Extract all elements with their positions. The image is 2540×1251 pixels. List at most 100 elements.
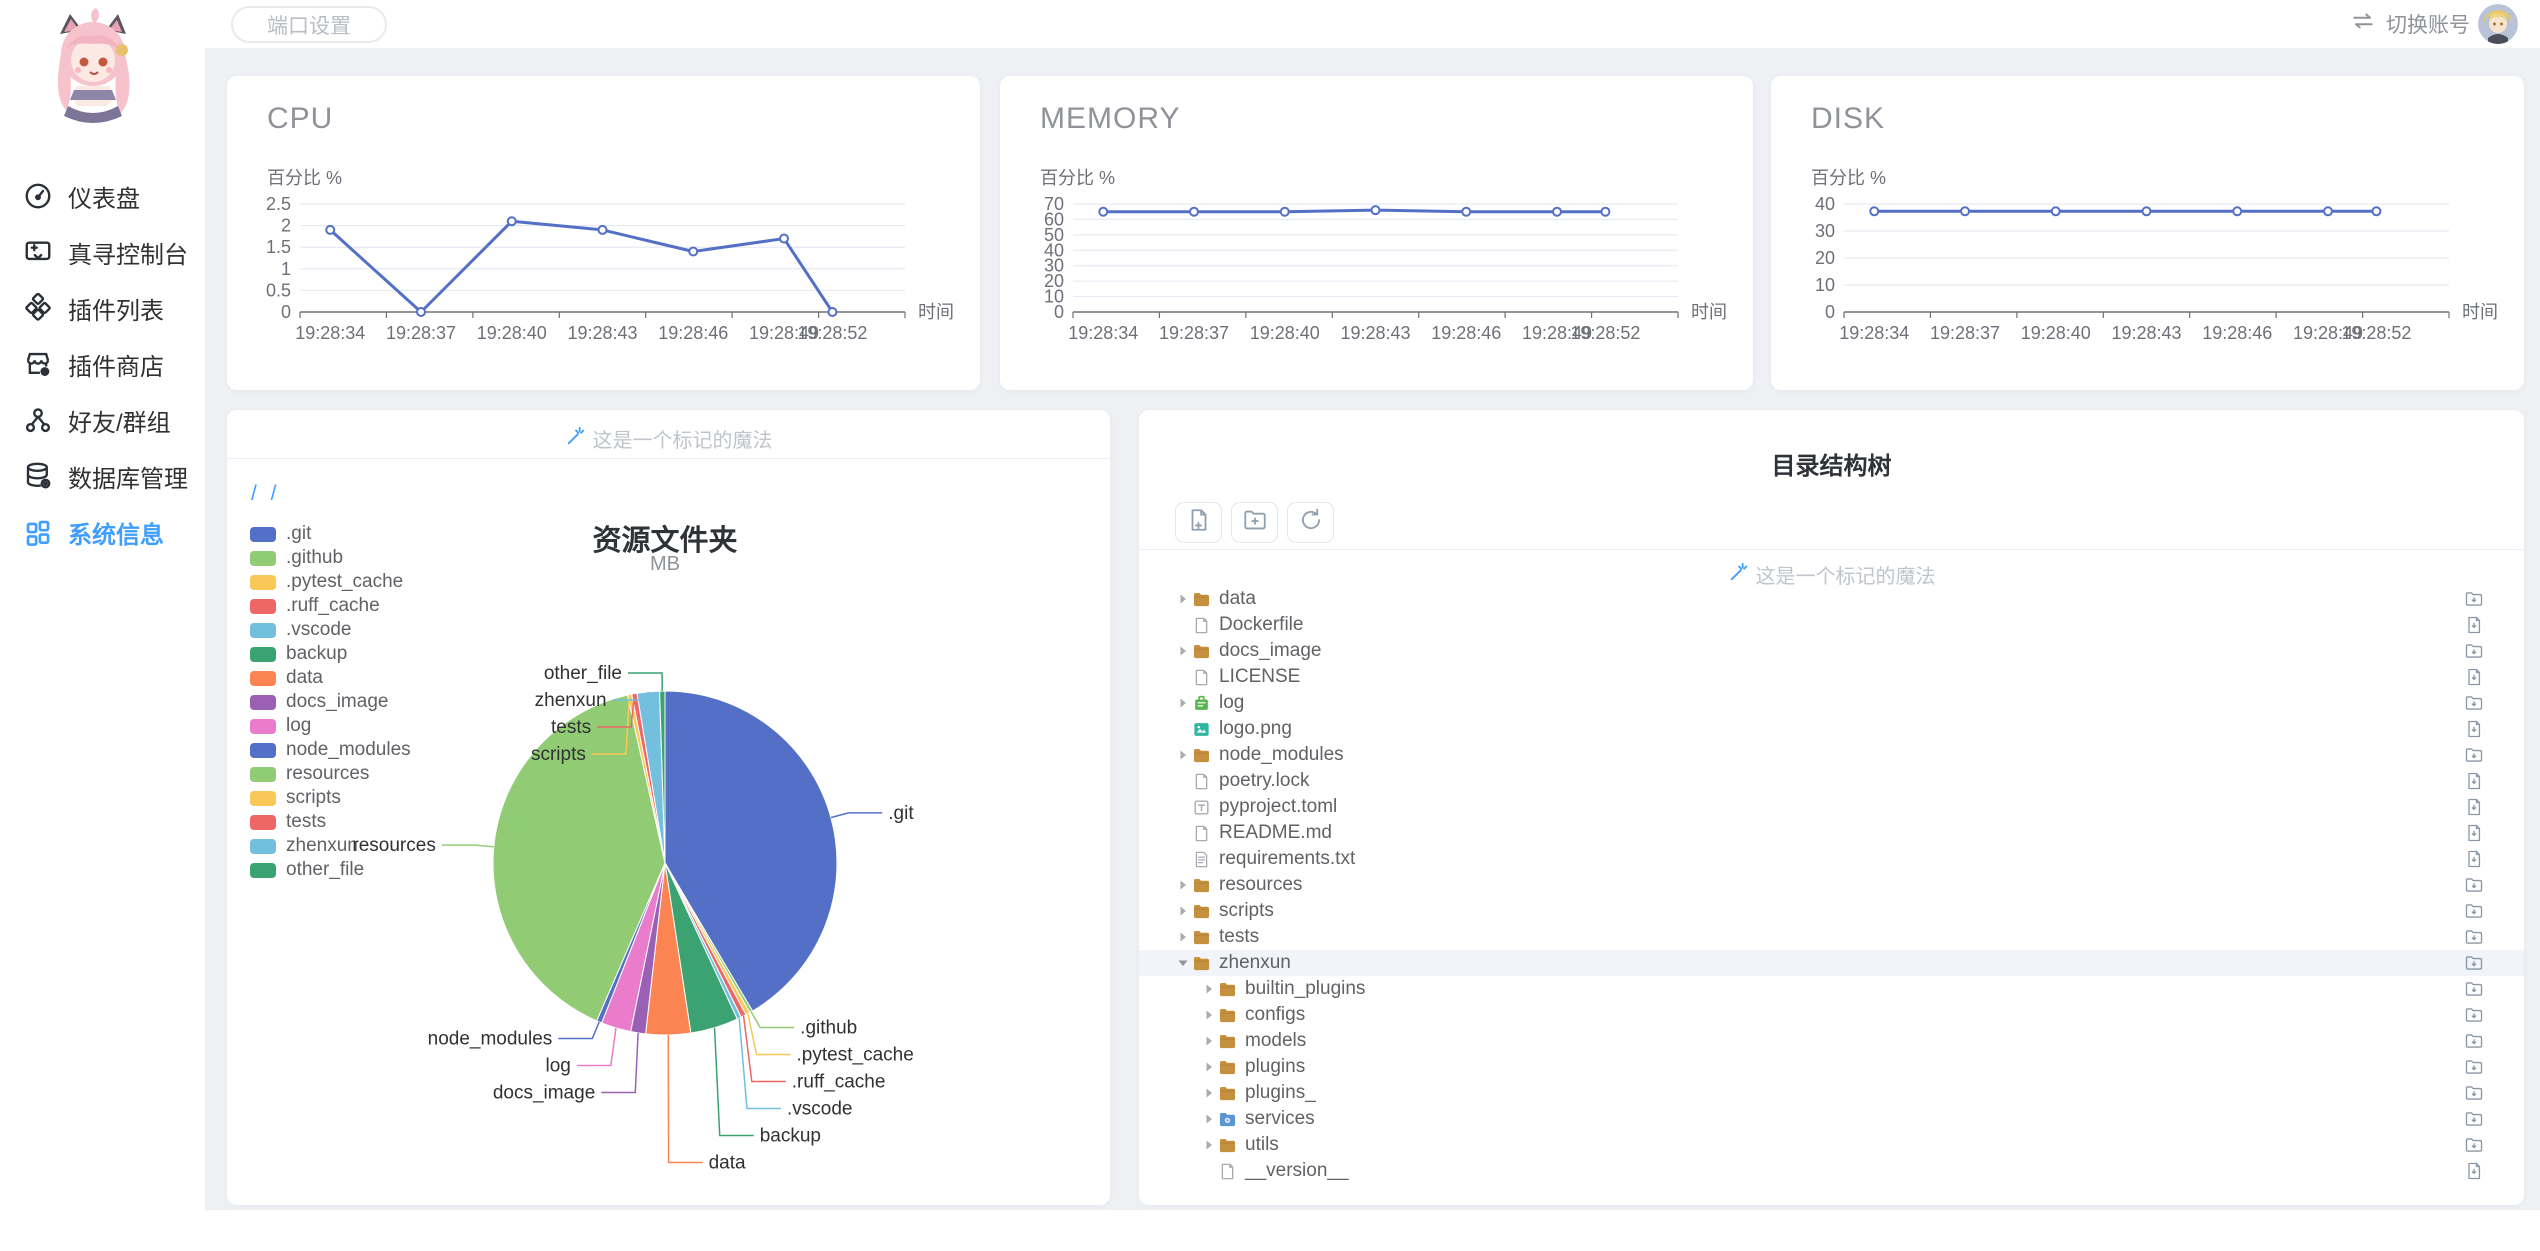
tree-row-tests[interactable]: tests <box>1139 924 2524 950</box>
file-download-button[interactable] <box>2464 849 2484 869</box>
data-point[interactable] <box>2141 206 2152 217</box>
tree-row-builtin_plugins[interactable]: builtin_plugins <box>1139 976 2524 1002</box>
data-point[interactable] <box>1189 206 1199 217</box>
legend-item-.github[interactable]: .github <box>250 546 411 570</box>
tree-row-__version__[interactable]: __version__ <box>1139 1158 2524 1184</box>
data-point[interactable] <box>1279 206 1290 217</box>
tree-row-scripts[interactable]: scripts <box>1139 898 2524 924</box>
tree-row-node_modules[interactable]: node_modules <box>1139 742 2524 768</box>
folder-download-button[interactable] <box>2464 1057 2484 1077</box>
data-point[interactable] <box>1461 206 1472 217</box>
legend-item-node_modules[interactable]: node_modules <box>250 738 411 762</box>
folder-download-button[interactable] <box>2464 1109 2484 1129</box>
file-download-button[interactable] <box>2464 797 2484 817</box>
data-point[interactable] <box>1552 206 1562 217</box>
data-point[interactable] <box>827 307 838 317</box>
new-folder-button[interactable] <box>1231 502 1278 543</box>
caret-closed-icon[interactable] <box>1175 695 1191 711</box>
caret-closed-icon[interactable] <box>1201 981 1217 997</box>
folder-download-button[interactable] <box>2464 979 2484 999</box>
port-settings-button[interactable]: 端口设置 <box>231 6 387 43</box>
data-point[interactable] <box>2371 206 2382 217</box>
legend-item-.pytest_cache[interactable]: .pytest_cache <box>250 570 411 594</box>
folder-download-button[interactable] <box>2464 693 2484 713</box>
tree-row-plugins_[interactable]: plugins_ <box>1139 1080 2524 1106</box>
pie-slice-other_file[interactable] <box>659 690 666 864</box>
legend-item-backup[interactable]: backup <box>250 642 411 666</box>
tree-row-configs[interactable]: configs <box>1139 1002 2524 1028</box>
file-download-button[interactable] <box>2464 615 2484 635</box>
folder-download-button[interactable] <box>2464 589 2484 609</box>
caret-closed-icon[interactable] <box>1201 1059 1217 1075</box>
legend-item-tests[interactable]: tests <box>250 810 411 834</box>
caret-closed-icon[interactable] <box>1201 1085 1217 1101</box>
folder-download-button[interactable] <box>2464 641 2484 661</box>
sidebar-item-好友/群组[interactable]: 好友/群组 <box>0 392 205 448</box>
data-point[interactable] <box>2323 206 2333 217</box>
caret-closed-icon[interactable] <box>1175 643 1191 659</box>
sidebar-item-系统信息[interactable]: 系统信息 <box>0 504 205 560</box>
tree-row-docs_image[interactable]: docs_image <box>1139 638 2524 664</box>
new-file-button[interactable] <box>1175 502 1222 543</box>
file-download-button[interactable] <box>2464 719 2484 739</box>
legend-item-data[interactable]: data <box>250 666 411 690</box>
caret-closed-icon[interactable] <box>1201 1033 1217 1049</box>
breadcrumb[interactable]: / / <box>251 482 281 505</box>
sidebar-item-插件列表[interactable]: 插件列表 <box>0 280 205 336</box>
tree-row-resources[interactable]: resources <box>1139 872 2524 898</box>
legend-item-log[interactable]: log <box>250 714 411 738</box>
sidebar-item-真寻控制台[interactable]: 真寻控制台 <box>0 224 205 280</box>
data-point[interactable] <box>2050 206 2061 217</box>
data-point[interactable] <box>1370 205 1381 216</box>
file-download-button[interactable] <box>2464 823 2484 843</box>
folder-download-button[interactable] <box>2464 875 2484 895</box>
folder-download-button[interactable] <box>2464 927 2484 947</box>
data-point[interactable] <box>506 216 517 227</box>
sidebar-item-插件商店[interactable]: 插件商店 <box>0 336 205 392</box>
data-point[interactable] <box>688 246 699 257</box>
folder-download-button[interactable] <box>2464 745 2484 765</box>
data-point[interactable] <box>1960 206 1970 217</box>
legend-item-.ruff_cache[interactable]: .ruff_cache <box>250 594 411 618</box>
legend-item-scripts[interactable]: scripts <box>250 786 411 810</box>
tree-row-README.md[interactable]: README.md <box>1139 820 2524 846</box>
tree-row-services[interactable]: services <box>1139 1106 2524 1132</box>
tree-row-poetry.lock[interactable]: poetry.lock <box>1139 768 2524 794</box>
folder-download-button[interactable] <box>2464 953 2484 973</box>
legend-item-.vscode[interactable]: .vscode <box>250 618 411 642</box>
caret-closed-icon[interactable] <box>1201 1137 1217 1153</box>
avatar[interactable] <box>2478 4 2518 44</box>
legend-item-other_file[interactable]: other_file <box>250 858 411 882</box>
folder-download-button[interactable] <box>2464 1135 2484 1155</box>
tree-row-utils[interactable]: utils <box>1139 1132 2524 1158</box>
data-point[interactable] <box>1869 206 1880 217</box>
legend-item-zhenxun[interactable]: zhenxun <box>250 834 411 858</box>
tree-row-Dockerfile[interactable]: Dockerfile <box>1139 612 2524 638</box>
tree-row-models[interactable]: models <box>1139 1028 2524 1054</box>
legend-item-resources[interactable]: resources <box>250 762 411 786</box>
file-download-button[interactable] <box>2464 771 2484 791</box>
data-point[interactable] <box>416 307 426 317</box>
folder-download-button[interactable] <box>2464 901 2484 921</box>
sidebar-item-仪表盘[interactable]: 仪表盘 <box>0 168 205 224</box>
tree-row-requirements.txt[interactable]: requirements.txt <box>1139 846 2524 872</box>
sidebar-item-数据库管理[interactable]: 数据库管理 <box>0 448 205 504</box>
switch-account-button[interactable]: 切换账号 <box>2350 0 2470 48</box>
tree-row-data[interactable]: data <box>1139 586 2524 612</box>
file-download-button[interactable] <box>2464 667 2484 687</box>
data-point[interactable] <box>325 224 336 235</box>
caret-closed-icon[interactable] <box>1175 929 1191 945</box>
data-point[interactable] <box>597 224 608 235</box>
folder-download-button[interactable] <box>2464 1083 2484 1103</box>
caret-open-icon[interactable] <box>1175 955 1191 971</box>
data-point[interactable] <box>2232 206 2243 217</box>
tree-row-plugins[interactable]: plugins <box>1139 1054 2524 1080</box>
caret-closed-icon[interactable] <box>1175 591 1191 607</box>
tree-row-LICENSE[interactable]: LICENSE <box>1139 664 2524 690</box>
folder-download-button[interactable] <box>2464 1005 2484 1025</box>
caret-closed-icon[interactable] <box>1175 747 1191 763</box>
data-point[interactable] <box>1600 206 1611 217</box>
legend-item-.git[interactable]: .git <box>250 522 411 546</box>
tree-row-pyproject.toml[interactable]: pyproject.toml <box>1139 794 2524 820</box>
caret-closed-icon[interactable] <box>1175 903 1191 919</box>
